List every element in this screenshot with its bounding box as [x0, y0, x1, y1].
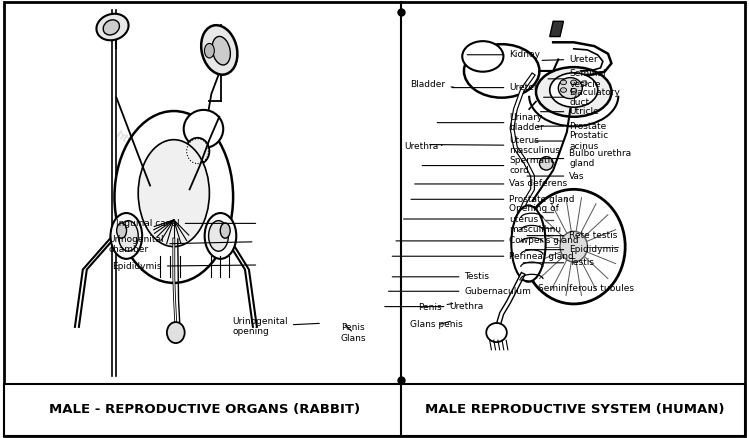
- Ellipse shape: [536, 67, 611, 117]
- Text: Utricle: Utricle: [541, 107, 599, 116]
- Ellipse shape: [581, 81, 587, 85]
- Text: Testis: Testis: [392, 272, 489, 281]
- Text: MALE REPRODUCTIVE SYSTEM (HUMAN): MALE REPRODUCTIVE SYSTEM (HUMAN): [425, 403, 724, 417]
- Text: Ejaculatory
duct: Ejaculatory duct: [544, 88, 620, 107]
- Text: Uterus
masculinus: Uterus masculinus: [430, 136, 560, 155]
- Text: Bladder: Bladder: [410, 80, 454, 88]
- Text: Bulbo urethra
gland: Bulbo urethra gland: [531, 149, 631, 168]
- Ellipse shape: [167, 322, 185, 343]
- Ellipse shape: [212, 36, 231, 65]
- Text: Vas: Vas: [527, 172, 585, 180]
- Text: Perineal gland: Perineal gland: [392, 252, 574, 261]
- Ellipse shape: [184, 110, 223, 148]
- Ellipse shape: [462, 41, 503, 72]
- Text: Inguinal canal: Inguinal canal: [116, 219, 255, 228]
- Ellipse shape: [111, 213, 142, 259]
- Text: Seminiferous tubules: Seminiferous tubules: [520, 280, 634, 293]
- Ellipse shape: [209, 221, 228, 251]
- Ellipse shape: [486, 323, 507, 342]
- Ellipse shape: [571, 80, 577, 85]
- Text: MALE - REPRODUCTIVE ORGANS (RABBIT): MALE - REPRODUCTIVE ORGANS (RABBIT): [49, 403, 360, 417]
- Ellipse shape: [103, 20, 119, 35]
- Text: Opening of
uterus
masculihnu: Opening of uterus masculihnu: [404, 204, 562, 234]
- Polygon shape: [550, 21, 563, 36]
- Ellipse shape: [97, 14, 129, 40]
- Text: https://www.studyi: https://www.studyi: [113, 128, 216, 205]
- Text: Gubernaculum: Gubernaculum: [389, 287, 531, 296]
- Text: Cowper's gland: Cowper's gland: [396, 237, 579, 245]
- Text: Urethra: Urethra: [385, 302, 484, 311]
- Text: Seminal
vesicle: Seminal vesicle: [548, 69, 606, 88]
- Text: Ureter: Ureter: [542, 55, 598, 64]
- Text: Epididymis: Epididymis: [526, 245, 619, 254]
- Ellipse shape: [204, 43, 214, 58]
- Ellipse shape: [464, 44, 539, 98]
- Ellipse shape: [512, 205, 545, 282]
- Ellipse shape: [560, 231, 587, 262]
- Text: Prostatic
acinus: Prostatic acinus: [535, 131, 608, 151]
- Ellipse shape: [115, 111, 233, 283]
- Ellipse shape: [201, 25, 237, 75]
- Text: Prostate gland: Prostate gland: [411, 195, 574, 204]
- Bar: [4, 384, 745, 436]
- Ellipse shape: [550, 73, 598, 107]
- Text: Urinogenital
chamber: Urinogenital chamber: [109, 235, 252, 254]
- Ellipse shape: [539, 157, 554, 170]
- Text: Kidney: Kidney: [467, 50, 540, 59]
- Text: Epididymis: Epididymis: [112, 262, 255, 271]
- Text: Testis: Testis: [524, 258, 594, 267]
- Ellipse shape: [522, 189, 625, 304]
- Ellipse shape: [117, 223, 127, 238]
- Text: Urethra: Urethra: [404, 142, 442, 151]
- Ellipse shape: [204, 213, 236, 259]
- Ellipse shape: [186, 138, 210, 165]
- Ellipse shape: [139, 140, 210, 247]
- Text: Prostate: Prostate: [538, 122, 607, 131]
- Text: Spermatic
cord: Spermatic cord: [422, 156, 556, 175]
- Ellipse shape: [560, 80, 566, 85]
- Text: Vas deferens: Vas deferens: [415, 180, 568, 188]
- Text: Rete testis: Rete testis: [527, 231, 618, 240]
- Text: Ureter: Ureter: [452, 83, 538, 92]
- Ellipse shape: [220, 223, 230, 238]
- Ellipse shape: [558, 78, 582, 99]
- Ellipse shape: [560, 88, 566, 92]
- Text: Penis: Penis: [418, 303, 452, 312]
- Text: Penis
Glans: Penis Glans: [341, 323, 366, 343]
- Text: Urinary
bladder: Urinary bladder: [437, 113, 544, 132]
- Text: Glans penis: Glans penis: [410, 321, 463, 329]
- Text: Urinogenital
opening: Urinogenital opening: [232, 317, 319, 336]
- Ellipse shape: [571, 88, 577, 93]
- Ellipse shape: [118, 221, 139, 251]
